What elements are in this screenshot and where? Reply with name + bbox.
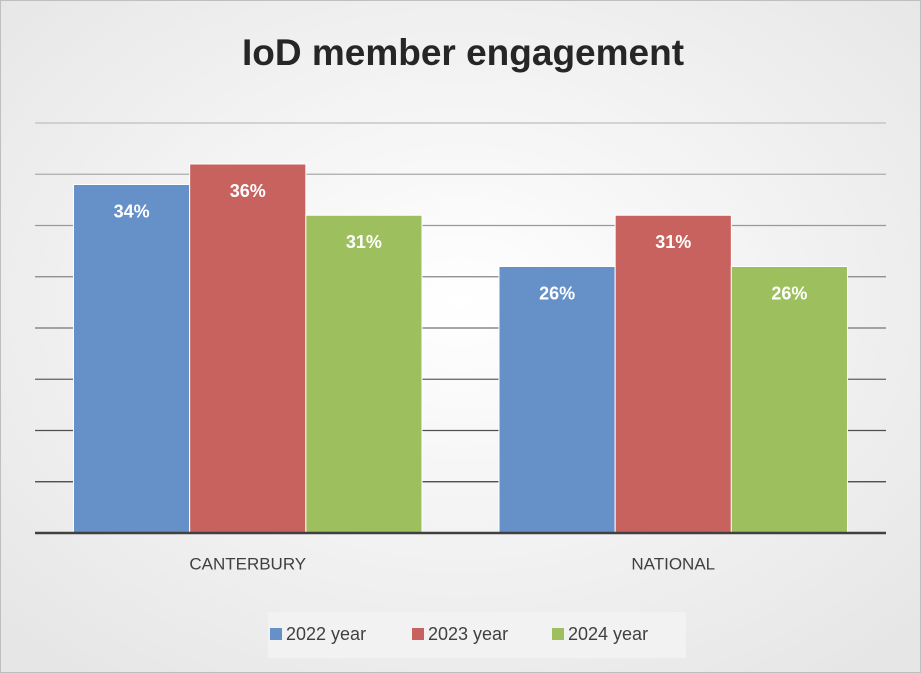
data-label: 31%	[655, 232, 691, 252]
legend-label: 2022 year	[286, 624, 366, 644]
bar	[498, 266, 616, 534]
legend-label: 2023 year	[428, 624, 508, 644]
bar	[614, 214, 732, 534]
bar	[730, 266, 848, 534]
legend-label: 2024 year	[568, 624, 648, 644]
data-label: 36%	[230, 181, 266, 201]
legend-swatch	[270, 628, 282, 640]
x-tick-label: CANTERBURY	[189, 554, 306, 573]
bar	[73, 184, 191, 534]
legend-swatch	[412, 628, 424, 640]
chart-title: IoD member engagement	[242, 32, 684, 73]
legend-swatch	[552, 628, 564, 640]
data-label: 26%	[539, 283, 575, 303]
data-label: 34%	[114, 201, 150, 221]
data-label: 31%	[346, 232, 382, 252]
legend-box	[268, 612, 686, 658]
x-tick-label: NATIONAL	[631, 554, 715, 573]
bar	[189, 163, 307, 534]
bar	[305, 214, 423, 534]
data-label: 26%	[771, 283, 807, 303]
